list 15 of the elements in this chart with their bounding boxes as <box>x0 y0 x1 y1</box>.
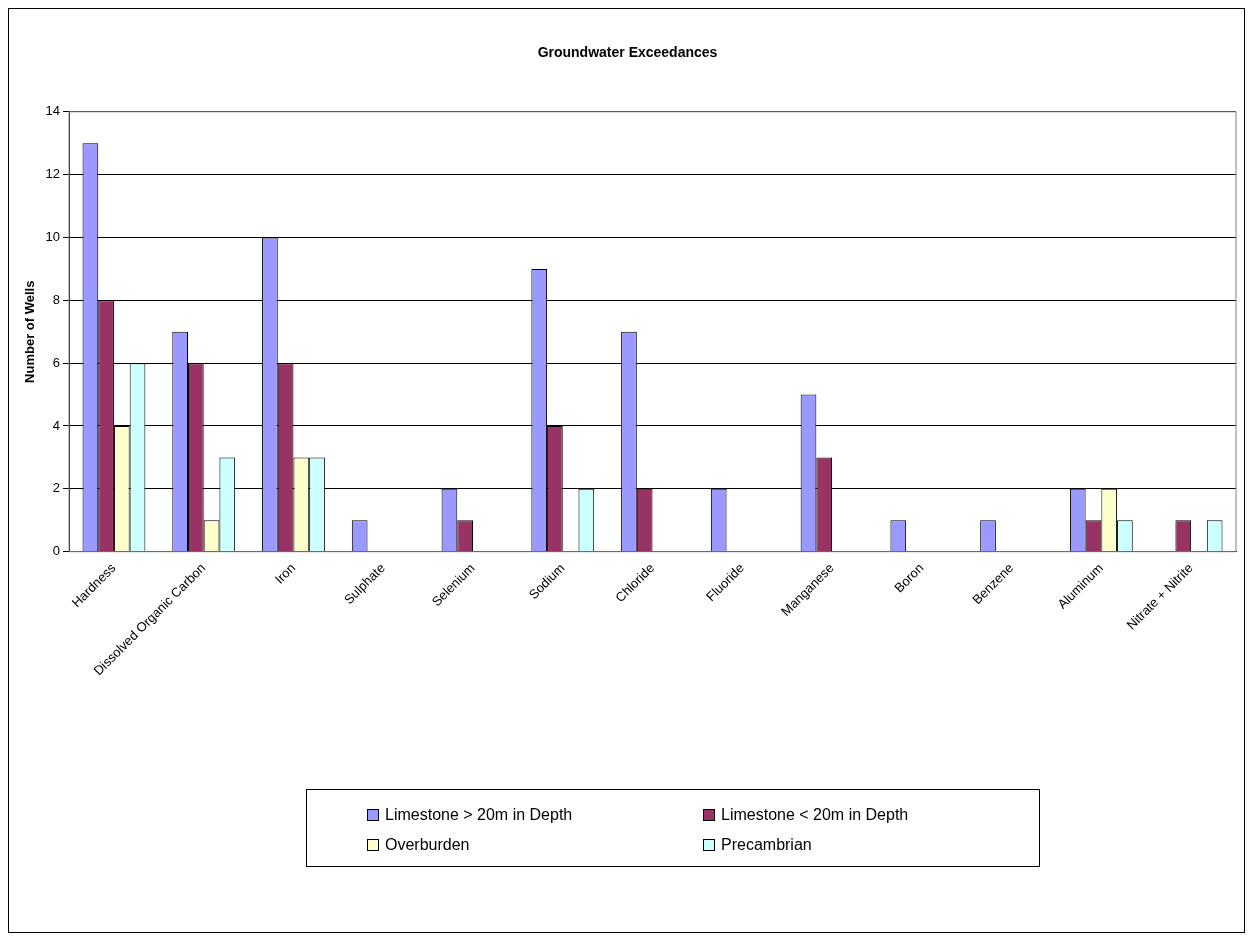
y-tick-label: 4 <box>52 417 61 433</box>
chart-title: Groundwater Exceedances <box>537 44 718 61</box>
y-axis-title: Number of Wells <box>22 280 38 383</box>
y-tick-label: 8 <box>52 291 61 307</box>
legend-label: Limestone < 20m in Depth <box>721 806 909 824</box>
y-tick-label: 6 <box>52 354 61 370</box>
legend-label: Overburden <box>385 836 470 854</box>
y-tick-label: 10 <box>45 229 61 245</box>
x-tick-label: Iron <box>271 560 299 587</box>
y-tick-label: 2 <box>52 480 61 496</box>
y-tick-label: 0 <box>52 543 61 559</box>
y-tick-label: 12 <box>45 166 61 182</box>
legend-label: Limestone > 20m in Depth <box>385 806 573 824</box>
legend-label: Precambrian <box>721 836 812 854</box>
y-tick-label: 14 <box>45 103 61 119</box>
